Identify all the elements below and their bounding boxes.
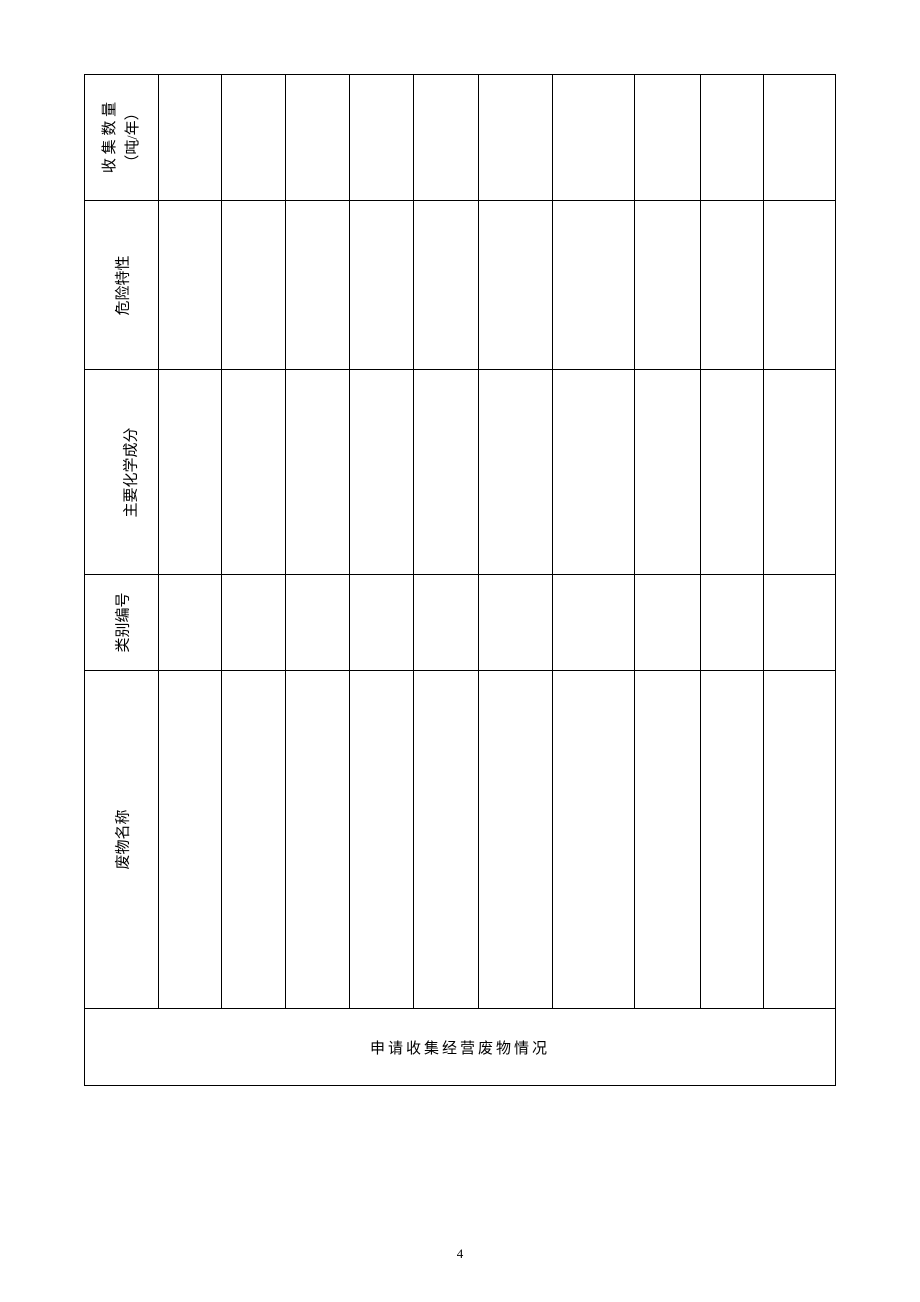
cell (285, 75, 349, 201)
cell (635, 369, 701, 574)
cell (552, 201, 634, 370)
cell (221, 201, 285, 370)
cell (552, 671, 634, 1009)
cell (701, 575, 763, 671)
cell (350, 75, 414, 201)
cell (478, 75, 552, 201)
waste-application-table: 收 集 数 量 （吨/年） 危险特性 (84, 74, 836, 1086)
header-collection-quantity-l2: （吨/年） (125, 105, 141, 169)
header-collection-quantity-l1: 收 集 数 量 (102, 102, 118, 173)
cell (701, 671, 763, 1009)
row-hazard-characteristics: 危险特性 (85, 201, 836, 370)
cell (285, 201, 349, 370)
cell (552, 575, 634, 671)
form-table-container: 收 集 数 量 （吨/年） 危险特性 (84, 74, 836, 1086)
cell (478, 575, 552, 671)
cell (635, 75, 701, 201)
cell (285, 575, 349, 671)
cell (159, 75, 221, 201)
cell (159, 575, 221, 671)
row-chemical-composition: 主要化学成分 (85, 369, 836, 574)
cell (414, 671, 478, 1009)
cell (221, 369, 285, 574)
cell (414, 75, 478, 201)
cell (414, 575, 478, 671)
header-category-number-label: 类别编号 (111, 593, 132, 653)
cell (635, 575, 701, 671)
cell (159, 369, 221, 574)
cell (763, 671, 835, 1009)
cell (285, 671, 349, 1009)
cell (221, 575, 285, 671)
header-chemical-composition: 主要化学成分 (85, 369, 159, 574)
header-chemical-composition-label: 主要化学成分 (120, 427, 141, 517)
cell (221, 75, 285, 201)
cell (701, 201, 763, 370)
cell (763, 201, 835, 370)
cell (350, 369, 414, 574)
row-collection-quantity: 收 集 数 量 （吨/年） (85, 75, 836, 201)
row-waste-name: 废物名称 (85, 671, 836, 1009)
cell (478, 201, 552, 370)
cell (350, 575, 414, 671)
cell (159, 671, 221, 1009)
cell (701, 369, 763, 574)
cell (414, 201, 478, 370)
header-hazard-characteristics: 危险特性 (85, 201, 159, 370)
header-waste-name-label: 废物名称 (111, 810, 132, 870)
cell (414, 369, 478, 574)
section-title-label: 申请收集经营废物情况 (370, 1041, 550, 1057)
cell (763, 75, 835, 201)
header-waste-name: 废物名称 (85, 671, 159, 1009)
cell (159, 201, 221, 370)
cell (478, 671, 552, 1009)
cell (350, 671, 414, 1009)
header-category-number: 类别编号 (85, 575, 159, 671)
cell (285, 369, 349, 574)
section-title-cell: 申请收集经营废物情况 (85, 1009, 836, 1086)
page-number: 4 (0, 1246, 920, 1262)
cell (552, 75, 634, 201)
cell (701, 75, 763, 201)
cell (763, 369, 835, 574)
cell (221, 671, 285, 1009)
cell (763, 575, 835, 671)
cell (478, 369, 552, 574)
cell (350, 201, 414, 370)
cell (635, 201, 701, 370)
header-collection-quantity: 收 集 数 量 （吨/年） (85, 75, 159, 201)
cell (635, 671, 701, 1009)
header-hazard-characteristics-label: 危险特性 (111, 255, 132, 315)
row-category-number: 类别编号 (85, 575, 836, 671)
row-section-title: 申请收集经营废物情况 (85, 1009, 836, 1086)
cell (552, 369, 634, 574)
